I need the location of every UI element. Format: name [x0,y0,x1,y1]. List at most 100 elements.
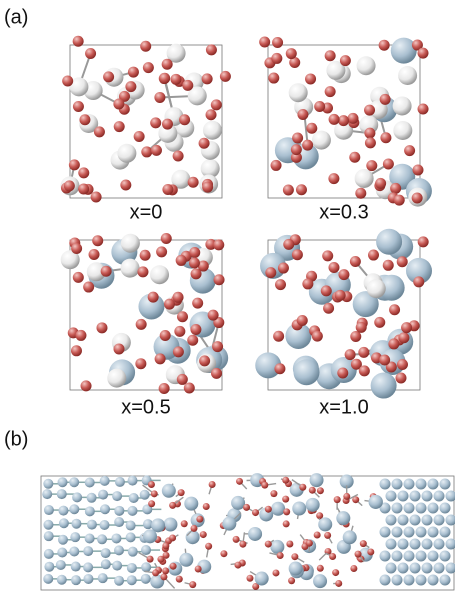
atom [174,326,185,337]
structure-label: x=0.5 [121,396,170,418]
atom [343,493,350,500]
atom [114,343,125,354]
panel-label: (b) [4,428,28,450]
atom [274,363,285,374]
atom [71,519,81,529]
atom [446,539,455,550]
atom [388,338,399,349]
atom [176,576,183,583]
atom [422,539,433,550]
atom [416,479,427,490]
atom [43,520,53,530]
atom [128,476,138,486]
atom [392,479,403,490]
atom [179,114,190,125]
atom [79,114,90,125]
atom [364,128,375,139]
atom [374,317,385,328]
atom [394,195,405,206]
atom [189,258,200,269]
atom [91,191,102,202]
atom [141,146,152,157]
atom [140,250,151,261]
atom [305,73,316,84]
atom [181,520,188,527]
atom [112,561,122,571]
structure-label: x=0 [130,201,163,223]
atom [261,482,268,489]
atom [157,556,164,563]
atom [293,359,319,385]
atom [56,560,66,570]
atom [101,559,111,569]
atom [114,517,124,527]
atom [350,331,361,342]
atom [404,479,415,490]
atom [97,534,107,544]
atom [85,477,95,487]
atom [410,563,421,574]
atom [152,569,159,576]
atom [383,158,394,169]
atom [393,96,412,115]
atom [289,83,308,102]
atom [369,495,383,509]
atom [310,473,324,487]
atom [209,481,216,488]
atom [329,553,336,560]
atom [171,74,182,85]
atom [206,44,217,55]
atom [101,266,112,277]
atom [83,562,93,572]
atom [233,536,240,543]
atom [416,575,427,586]
atom [392,503,403,514]
atom [335,290,346,301]
atom [265,267,276,278]
atom [329,114,340,125]
atom [173,346,184,357]
atom [162,567,169,574]
atom [112,491,122,501]
atom [199,355,210,366]
atom [252,509,259,516]
atom [83,282,94,293]
atom [360,540,367,547]
atom [192,298,203,309]
atom [404,575,415,586]
atom [271,160,282,171]
atom [186,530,200,544]
atom [189,247,200,258]
atom [338,115,349,126]
atom [357,56,376,75]
atom [126,532,136,542]
atom [291,144,302,155]
atom [312,131,331,150]
atom [78,183,89,194]
atom [203,121,222,140]
atom [334,496,341,503]
atom [81,380,92,391]
atom [208,310,219,321]
atom [83,546,93,556]
atom [98,490,108,500]
atom [337,367,348,378]
atom [418,104,429,115]
atom [418,48,429,59]
atom [202,182,213,193]
atom [162,119,173,130]
atom [69,504,79,514]
atom [162,542,169,549]
atom [69,546,79,556]
atom [177,374,188,385]
atom [127,506,137,516]
atom [248,527,262,541]
atom [71,575,81,585]
atom [85,506,95,516]
atom [335,580,342,587]
atom [140,41,151,52]
atom [397,256,408,267]
atom [380,479,391,490]
atom [273,331,284,342]
atom [255,572,269,586]
